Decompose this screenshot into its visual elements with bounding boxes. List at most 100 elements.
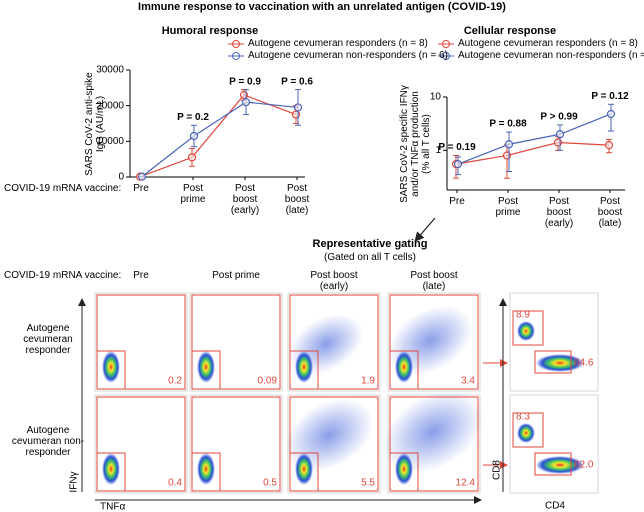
gate-value: 1.9 [361,376,375,387]
axis-label: CD8 [492,460,503,480]
axis-label: IFNγ [69,471,80,492]
gate [512,310,544,346]
point [241,97,251,107]
point [606,109,616,119]
point [555,130,565,139]
density [395,351,413,383]
y-tick-label: 30000 [96,65,124,76]
density [197,351,215,383]
annotation: P = 0.9 [229,76,261,87]
y-tick-label: 10 [430,92,442,103]
legend-label: Autogene cevumeran non-responders (n = 6… [248,50,448,61]
column-label: Post prime [212,270,260,281]
plot-frame [509,394,599,494]
x-tick-label: Post boost (early) [544,196,574,229]
x-tick-label: Pre [449,196,465,207]
annotation: P = 0.12 [591,91,629,102]
cd4-value: 84.6 [574,358,594,369]
legend-label: Autogene cevumeran responders (n = 8) [248,38,428,49]
y-tick-label: 10000 [96,136,124,147]
y-axis-label: SARS CoV-2 anti-spike IgG (AU/mL) [84,71,106,176]
gating-header: COVID-19 mRNA vaccine: [4,270,122,281]
column-label: Pre [133,270,149,281]
gating-title: Representative gating [312,238,428,250]
point [137,172,147,181]
series-line [457,113,612,165]
annotation: P = 0.19 [438,142,476,153]
gating-subtitle: (Gated on all T cells) [324,252,416,263]
chart-title: Humoral response [161,25,259,37]
axis-label: CD4 [545,501,565,512]
density [517,321,535,341]
gate [289,350,319,390]
cd4-value: 82.0 [574,460,594,471]
density [395,453,413,485]
x-tick-label: Post boost (early) [230,183,260,216]
density [295,453,313,485]
chart-title: Cellular response [463,25,557,37]
legend-label: Autogene cevumeran non-responders (n = 6… [458,50,644,61]
cd8-value: 8.9 [516,310,530,321]
point [189,131,199,141]
gate [389,350,419,390]
density-cloud [382,390,484,473]
figure-title: Immune response to vaccination with an u… [138,1,506,13]
annotation: P > 0.99 [540,112,578,123]
density [536,354,584,372]
density [295,351,313,383]
legend-marker [442,40,450,48]
point [453,160,463,169]
gate [534,452,572,476]
gate [389,452,419,492]
gate [191,452,221,492]
x-tick-label: Post boost (late) [597,196,623,229]
y-tick-label: 1 [435,145,441,156]
annotation: P = 0.6 [281,76,313,87]
point [604,141,614,150]
row-label: Autogene cevumeran non-responder [11,425,85,458]
gate [512,412,544,448]
gate-value: 0.09 [258,376,278,387]
gate-value: 0.4 [168,478,182,489]
column-label: Post boost (late) [410,270,458,292]
point [293,103,303,112]
y-tick-label: 20000 [96,100,124,111]
legend-marker [232,40,240,48]
cd8-value: 8.3 [516,412,530,423]
density [536,456,584,474]
row-label: COVID-19 mRNA vaccine: [4,183,122,194]
x-tick-label: Pre [133,183,149,194]
point [187,153,197,162]
gate-value: 0.2 [168,376,182,387]
arrow [414,217,436,242]
gate-value: 12.4 [456,478,476,489]
annotation: P = 0.2 [177,112,209,123]
density [197,453,215,485]
gate [96,452,126,492]
plot-frame [509,292,599,392]
annotation: P = 0.88 [489,119,527,130]
axis-label: TNFα [100,502,125,512]
y-tick-label: 0 [118,172,124,183]
series-line [141,101,299,178]
gate [534,350,572,374]
legend-label: Autogene cevumeran responders (n = 8) [458,38,638,49]
column-label: Post boost (early) [310,270,358,292]
gate [191,350,221,390]
series-line [139,94,297,178]
series-line [455,141,610,165]
x-tick-label: Post prime [180,183,206,205]
gate [96,350,126,390]
row-label: Autogene cevumeran responder [23,323,73,356]
gate-value: 5.5 [361,478,375,489]
density [517,423,535,443]
point [504,140,514,149]
gate-value: 3.4 [461,376,475,387]
density [102,453,120,485]
legend-marker [232,52,240,60]
gate-value: 0.5 [263,478,277,489]
x-tick-label: Post prime [495,196,521,218]
x-tick-label: Post boost (late) [284,183,310,216]
